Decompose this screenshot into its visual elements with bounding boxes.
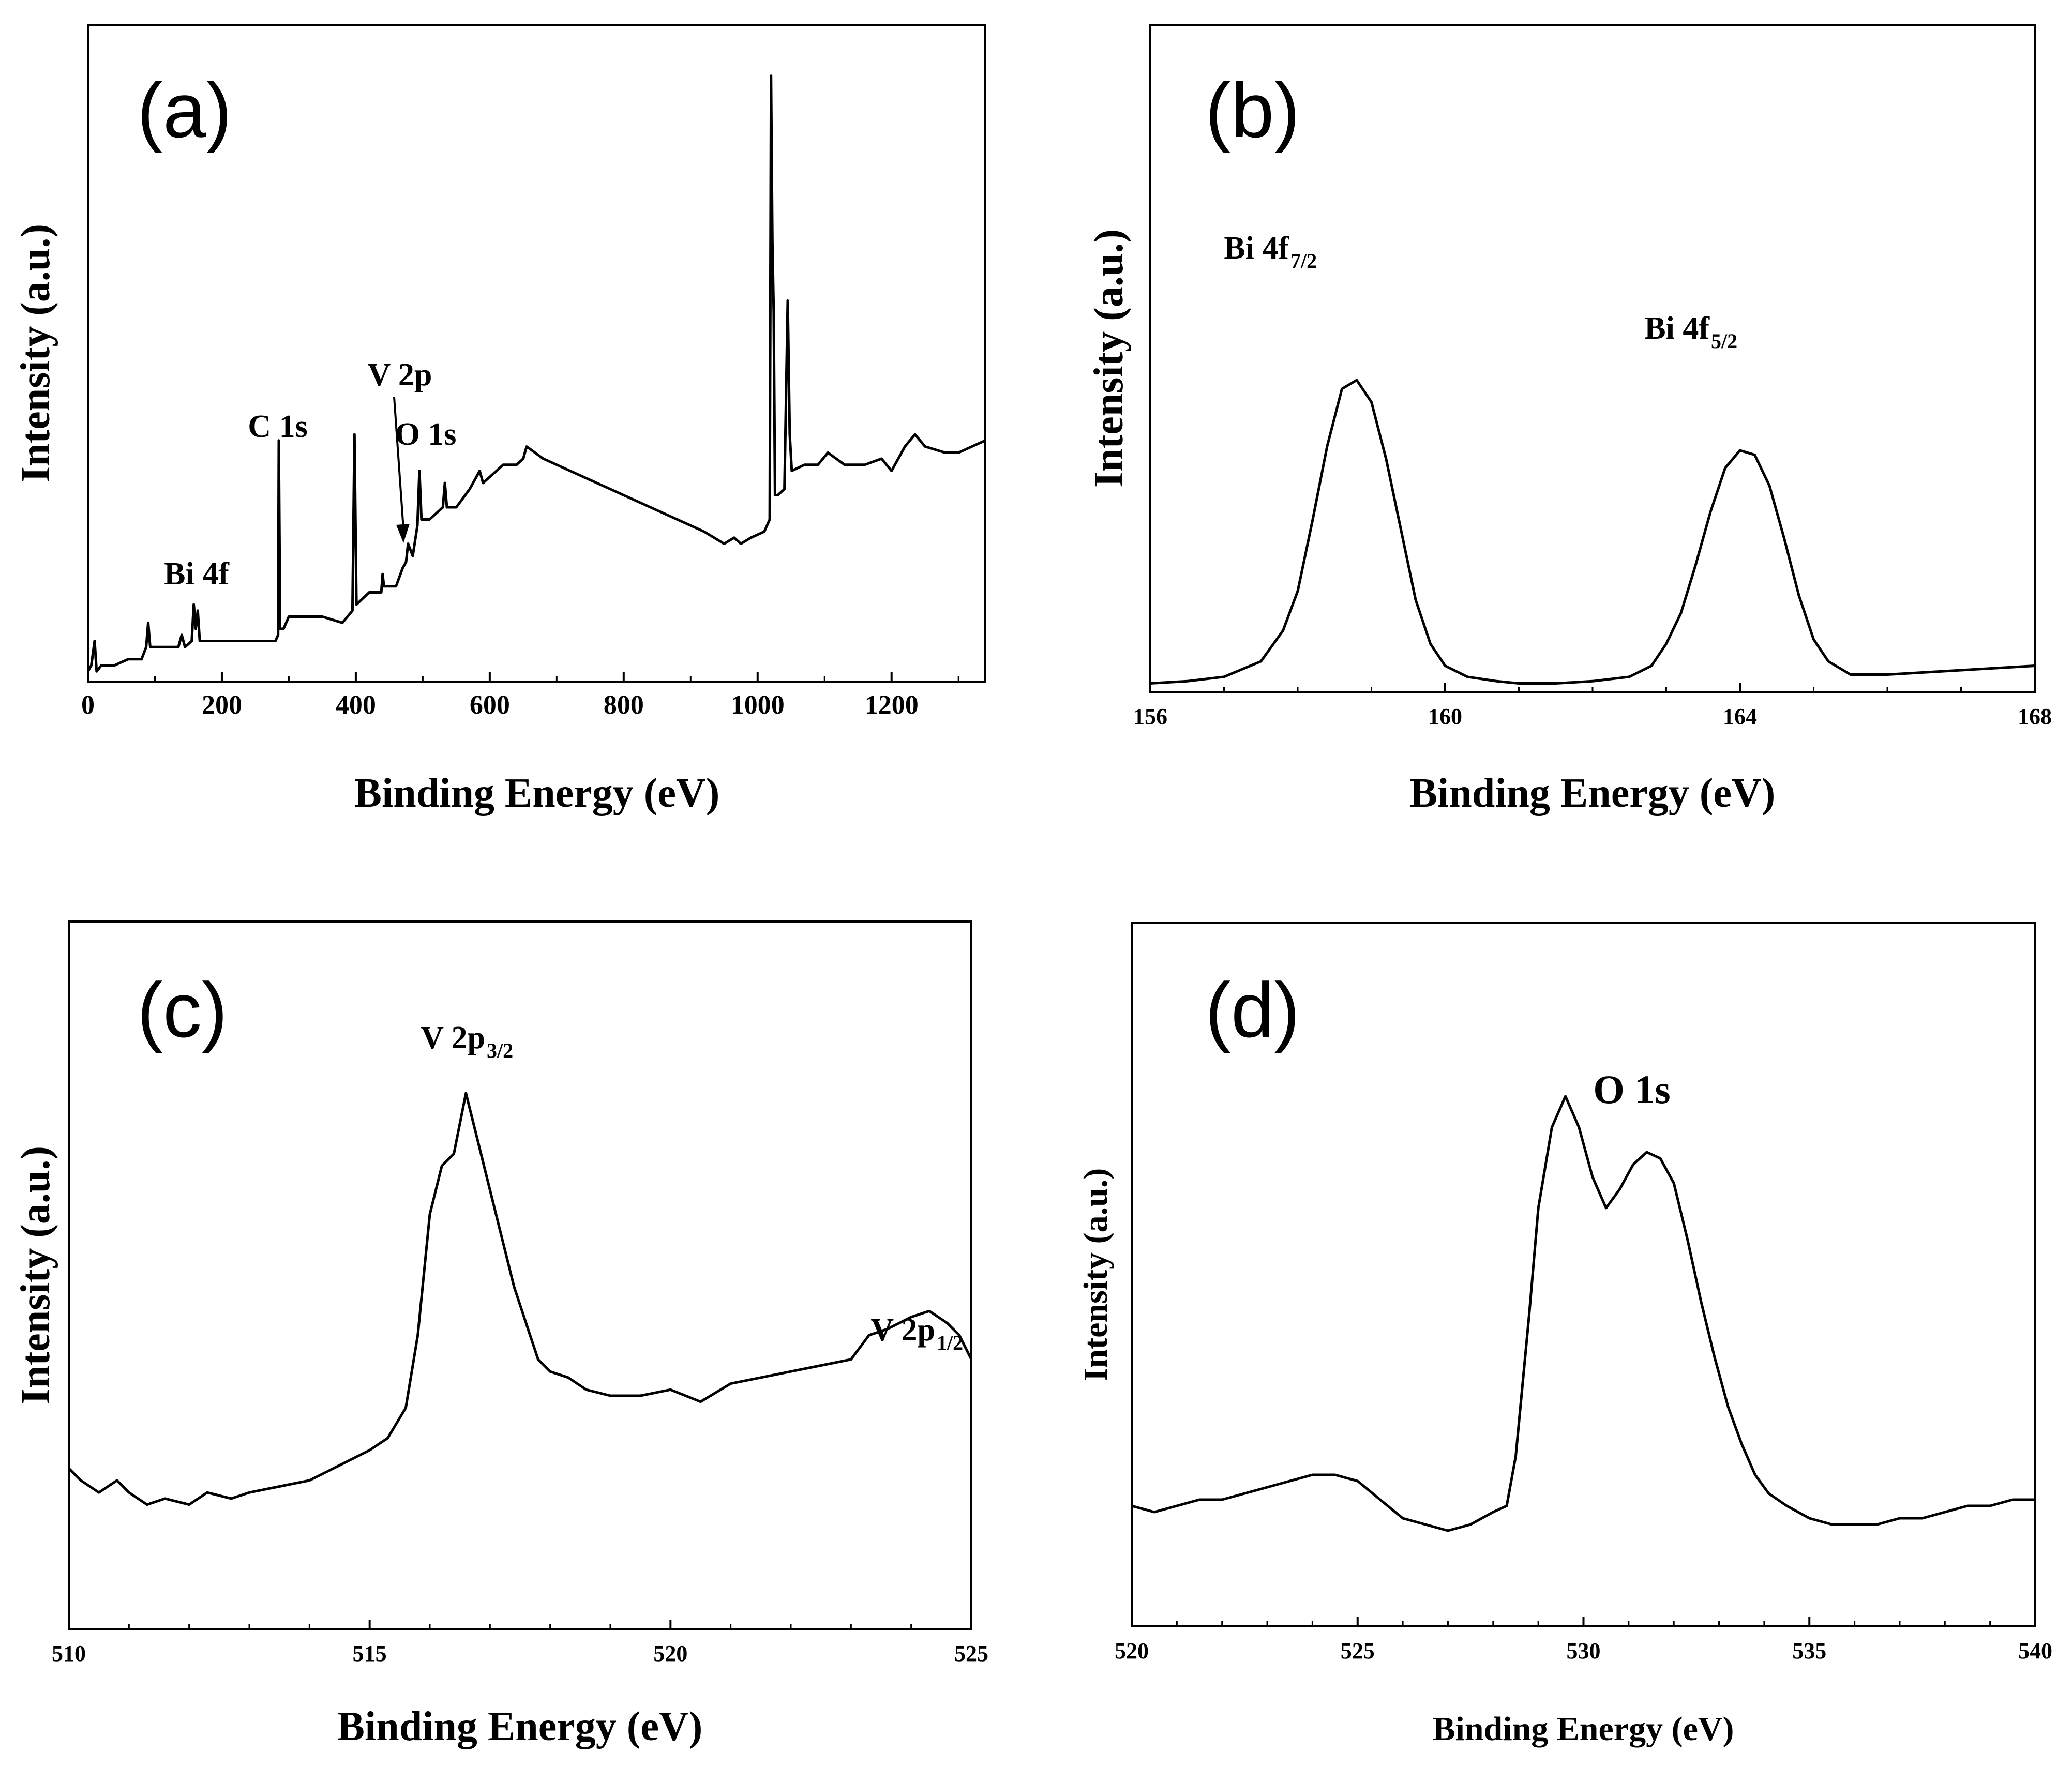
panel-a-plot-frame [87, 24, 986, 683]
panel-d-x-tick-label-4: 540 [2018, 1638, 2052, 1664]
panel-b-marks: 156 160 164 168 [1133, 379, 2052, 729]
panel-a-x-tick-label-6: 1200 [865, 690, 919, 720]
panel-b-y-axis-label: Intensity (a.u.) [1086, 229, 1132, 488]
panel-d-annotation-o-1s: O 1s [1593, 1067, 1671, 1112]
panel-a: 0 200 400 600 800 1000 1200 (a) Binding Energy… [13, 24, 986, 816]
panel-c-x-tick-label-1: 515 [353, 1641, 387, 1666]
panel-b-annotation-bi-4f-7-2-subscript: 7/2 [1290, 249, 1317, 273]
panel-c-annotation-v-2p-3-2-subscript: 3/2 [487, 1039, 513, 1062]
panel-a-x-tick-label-0: 0 [81, 690, 95, 720]
panel-c-x-tick-label-2: 520 [653, 1641, 687, 1666]
panel-b-annotation-bi-4f-5-2: Bi 4f [1644, 311, 1710, 346]
panel-a-v-2p-arrow-line [393, 397, 404, 530]
panel-a-x-tick-label-2: 400 [336, 690, 376, 720]
panel-b-x-tick-label-1: 160 [1428, 704, 1462, 729]
panel-c: 510 515 520 525 (c) Binding Energy (eV) Int… [13, 920, 988, 1749]
panel-a-annotation-o-1s: O 1s [395, 417, 457, 452]
panel-a-x-tick-label-4: 800 [604, 690, 644, 720]
panel-c-series-line-0 [68, 1092, 973, 1506]
panel-c-plot-frame [68, 920, 972, 1630]
panel-a-annotation-c-1s: C 1s [248, 409, 307, 444]
panel-a-label: (a) [137, 67, 232, 154]
panel-c-marks: 510 515 520 525 [52, 1092, 988, 1666]
panel-b-annotation-bi-4f-5-2-subscript: 5/2 [1711, 329, 1737, 353]
panel-b-annotation-bi-4f-7-2: Bi 4f [1224, 231, 1289, 266]
panel-d-x-tick-label-1: 525 [1341, 1638, 1375, 1664]
panel-a-y-axis-label: Intensity (a.u.) [13, 224, 58, 482]
panel-a-annotation-bi-4f: Bi 4f [164, 556, 230, 592]
panel-c-x-tick-label-0: 510 [52, 1641, 86, 1666]
panel-b-x-tick-label-2: 164 [1723, 704, 1757, 729]
panel-b-x-tick-label-3: 168 [2018, 704, 2052, 729]
panel-d-series-line-0 [1131, 1095, 2035, 1532]
panel-a-series-line-0 [86, 74, 986, 673]
panel-b-x-tick-label-0: 156 [1133, 704, 1167, 729]
panel-c-label: (c) [137, 966, 228, 1053]
panel-d-y-axis-label: Intensity (a.u.) [1077, 1168, 1115, 1382]
panel-d-marks: 520 525 530 535 540 [1115, 1095, 2052, 1664]
panel-d-x-axis-label: Binding Energy (eV) [1432, 1710, 1734, 1748]
panel-b-series-line-0 [1150, 379, 2035, 685]
panel-d: 520 525 530 535 540 (d) Binding Energy (eV) … [1077, 922, 2052, 1748]
panel-c-x-tick-label-3: 525 [954, 1641, 988, 1666]
panel-b: 156 160 164 168 (b) Binding Energy (eV) Int… [1086, 24, 2052, 816]
panel-a-x-tick-label-3: 600 [470, 690, 510, 720]
panel-c-annotation-v-2p-1-2: V 2p [870, 1312, 935, 1348]
panel-a-v-2p-arrow-head [396, 524, 410, 543]
panel-d-x-tick-label-2: 530 [1567, 1638, 1601, 1664]
panel-a-marks: 0 200 400 600 800 1000 1200 [81, 74, 986, 720]
panel-d-label: (d) [1205, 966, 1300, 1053]
panel-a-x-tick-label-5: 1000 [731, 690, 785, 720]
panel-c-annotation-v-2p-1-2-subscript: 1/2 [937, 1331, 963, 1354]
panel-a-x-axis-label: Binding Energy (eV) [354, 771, 720, 816]
panel-b-x-axis-label: Binding Energy (eV) [1410, 771, 1776, 816]
panel-d-x-tick-label-3: 535 [1792, 1638, 1826, 1664]
panel-b-label: (b) [1205, 67, 1300, 154]
panel-a-x-tick-label-1: 200 [202, 690, 242, 720]
panel-c-y-axis-label: Intensity (a.u.) [13, 1146, 58, 1404]
panel-a-annotation-v-2p: V 2p [368, 357, 432, 392]
panel-c-annotation-v-2p-3-2: V 2p [421, 1020, 485, 1055]
panel-d-x-tick-label-0: 520 [1115, 1638, 1149, 1664]
panel-c-x-axis-label: Binding Energy (eV) [337, 1704, 703, 1749]
